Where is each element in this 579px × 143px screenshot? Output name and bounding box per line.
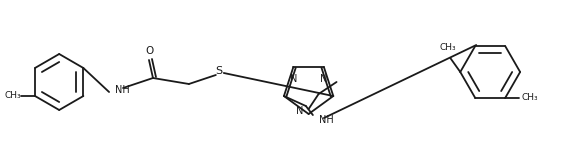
Text: NH: NH — [319, 115, 334, 125]
Text: CH₃: CH₃ — [521, 94, 538, 103]
Text: CH₃: CH₃ — [440, 43, 457, 52]
Text: N: N — [320, 74, 328, 84]
Text: O: O — [146, 46, 154, 56]
Text: S: S — [215, 66, 222, 76]
Text: N: N — [296, 106, 303, 116]
Text: CH₃: CH₃ — [5, 92, 21, 101]
Text: NH: NH — [115, 85, 130, 95]
Text: N: N — [290, 74, 297, 84]
